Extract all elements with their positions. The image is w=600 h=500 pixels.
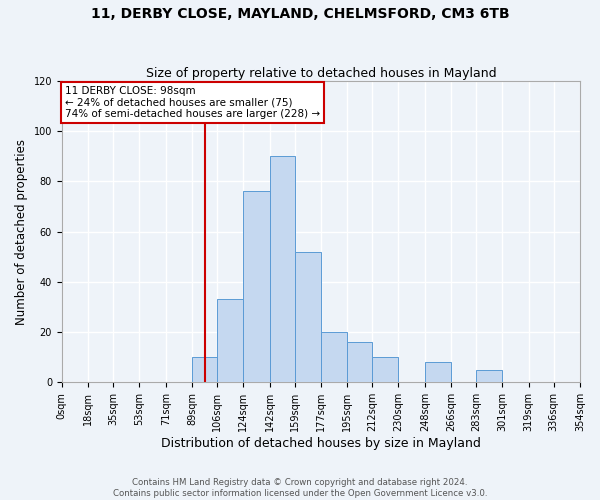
- Bar: [244, 192, 269, 382]
- Bar: [425, 362, 451, 382]
- Text: 11, DERBY CLOSE, MAYLAND, CHELMSFORD, CM3 6TB: 11, DERBY CLOSE, MAYLAND, CHELMSFORD, CM…: [91, 8, 509, 22]
- Bar: [192, 357, 217, 382]
- Text: Contains HM Land Registry data © Crown copyright and database right 2024.
Contai: Contains HM Land Registry data © Crown c…: [113, 478, 487, 498]
- Bar: [372, 357, 398, 382]
- Bar: [295, 252, 321, 382]
- Bar: [347, 342, 372, 382]
- Bar: [476, 370, 502, 382]
- X-axis label: Distribution of detached houses by size in Mayland: Distribution of detached houses by size …: [161, 437, 481, 450]
- Bar: [321, 332, 347, 382]
- Y-axis label: Number of detached properties: Number of detached properties: [15, 138, 28, 324]
- Text: 11 DERBY CLOSE: 98sqm
← 24% of detached houses are smaller (75)
74% of semi-deta: 11 DERBY CLOSE: 98sqm ← 24% of detached …: [65, 86, 320, 119]
- Title: Size of property relative to detached houses in Mayland: Size of property relative to detached ho…: [146, 66, 496, 80]
- Bar: [217, 300, 244, 382]
- Bar: [269, 156, 295, 382]
